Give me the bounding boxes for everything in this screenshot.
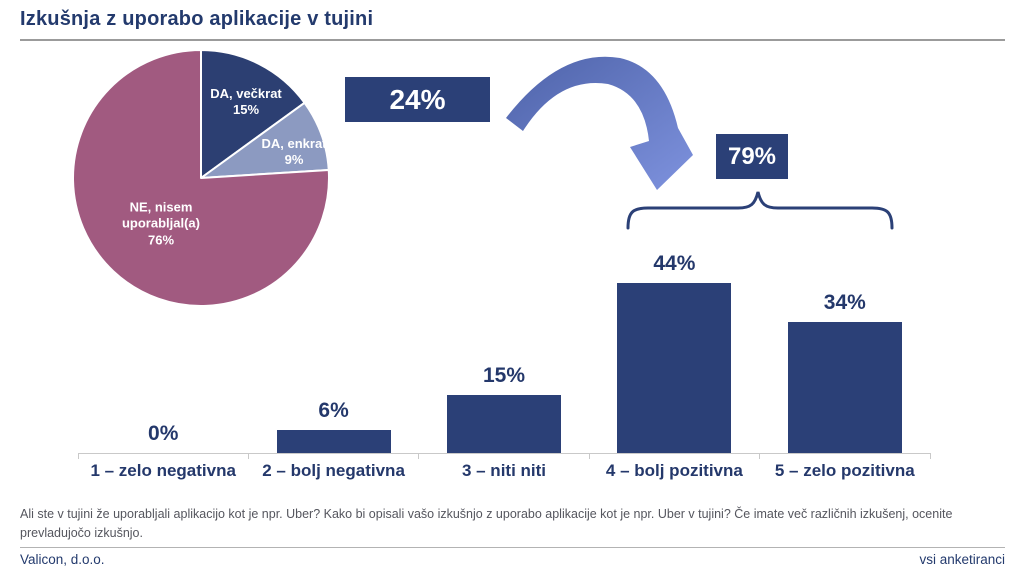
x-axis-tick: [418, 453, 420, 459]
bar-value-label-4: 34%: [823, 290, 866, 314]
bar-3: [617, 283, 732, 453]
bar-value-label-2: 15%: [482, 364, 525, 388]
x-axis-tick: [77, 453, 79, 459]
title-divider: [20, 39, 1005, 41]
pie-slice-label-text: DA, večkrat: [210, 85, 282, 101]
footer-divider: [20, 547, 1005, 548]
bar-category-label-3: 4 – bolj pozitivna: [605, 461, 743, 480]
pie-slice-label-2: NE, nisem uporabljal(a) 76%: [105, 200, 217, 249]
bar-category-label-4: 5 – zelo pozitivna: [774, 461, 915, 480]
curved-arrow-icon: [506, 56, 693, 190]
bar-category-label-1: 2 – bolj negativna: [262, 461, 405, 480]
x-axis-tick: [759, 453, 761, 459]
question-footnote: Ali ste v tujini že uporabljali aplikaci…: [20, 507, 953, 540]
bar-category-label-2: 3 – niti niti: [461, 461, 547, 480]
pie-slice-label-text: DA, enkrat: [261, 135, 327, 151]
pie-slice-label-text: NE, nisem uporabljal(a): [121, 199, 200, 231]
curved-arrow-shape: [506, 56, 693, 190]
bar-category-label-0: 1 – zelo negativna: [90, 461, 236, 480]
x-axis-line: [78, 453, 931, 454]
footer-company: Valicon, d.o.o.: [20, 552, 105, 567]
bar-1: [276, 429, 391, 453]
curly-brace-icon: [626, 191, 894, 230]
pie-slice-label-0: DA, večkrat 15%: [190, 86, 302, 119]
pie-chart-svg: [72, 49, 330, 307]
bar-2: [447, 395, 561, 453]
bar-value-label-0: 0%: [148, 422, 179, 445]
footer-sample: vsi anketiranci: [919, 552, 1005, 567]
callout-yes-total-value: 24%: [389, 83, 446, 115]
pie-slice-label-1: DA, enkrat 9%: [238, 136, 350, 169]
pie-slice-2: [72, 49, 330, 307]
pie-slice-label-value: 76%: [147, 232, 175, 248]
pie-slice-0: [200, 49, 306, 179]
x-axis-tick: [588, 453, 590, 459]
page-title: Izkušnja z uporabo aplikacije v tujini: [20, 8, 374, 30]
bar-4: [787, 321, 902, 453]
curly-brace-shape: [626, 191, 894, 230]
pie-slice-label-value: 15%: [232, 102, 260, 117]
callout-positive-total: 79%: [716, 134, 788, 179]
x-axis-tick: [247, 453, 249, 459]
callout-yes-total: 24%: [345, 77, 490, 122]
x-axis-tick: [929, 453, 931, 459]
bar-value-label-3: 44%: [653, 252, 696, 275]
bar-value-label-1: 6%: [318, 398, 349, 422]
callout-positive-total-value: 79%: [727, 142, 777, 170]
pie-slice-label-value: 9%: [284, 152, 304, 167]
pie-chart: [66, 43, 336, 313]
